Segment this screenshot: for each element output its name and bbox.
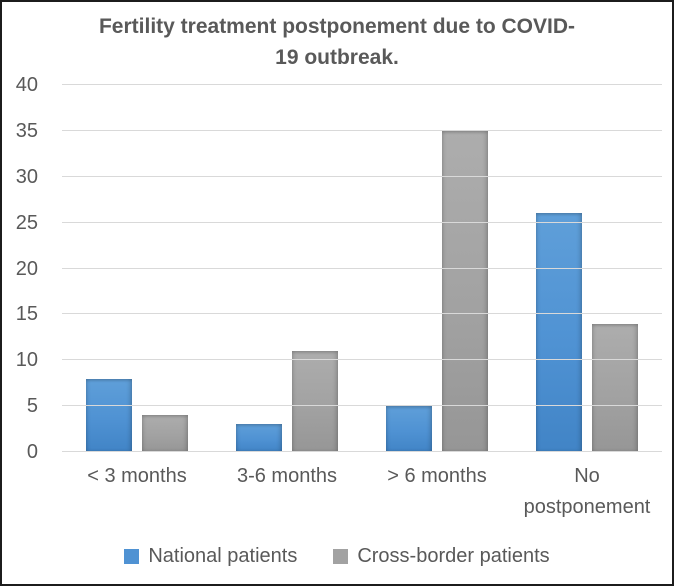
bar-group-no-postponement <box>512 85 662 452</box>
bar-national-patients-3-6-months <box>236 424 282 452</box>
x-axis-label-3-months: < 3 months <box>62 461 212 523</box>
bar-group-6-months <box>362 85 512 452</box>
bar-national-patients-3-months <box>86 378 132 452</box>
legend-swatch-icon <box>333 549 349 564</box>
y-axis-tick-label: 30 <box>15 165 38 188</box>
x-axis-label-no-postponement: No postponement <box>512 461 662 523</box>
gridline <box>62 405 662 407</box>
legend-swatch-icon <box>124 549 140 564</box>
x-axis-label-text: 3-6 months <box>236 465 338 487</box>
bar-cross-border-patients-6-months <box>442 130 488 452</box>
gridline <box>62 129 662 131</box>
x-axis-label-text: > 6 months <box>387 465 487 487</box>
gridline <box>62 359 662 361</box>
y-axis: 0 5 10 15 20 25 30 35 40 <box>2 74 48 463</box>
bar-national-patients-no-postponement <box>536 213 582 452</box>
legend-label: National patients <box>148 545 298 567</box>
bar-group-3-months <box>62 85 212 452</box>
y-axis-tick-label: 35 <box>15 119 38 142</box>
y-axis-tick-label: 0 <box>26 441 38 463</box>
bar-cross-border-patients-3-months <box>142 415 188 452</box>
gridline <box>62 313 662 315</box>
gridline <box>62 84 662 85</box>
legend-label: Cross-border patients <box>357 545 550 567</box>
x-axis-label-6-months: > 6 months <box>362 461 512 523</box>
gridline <box>62 221 662 223</box>
gridline <box>62 451 662 452</box>
bar-cross-border-patients-no-postponement <box>592 323 638 452</box>
bar-cross-border-patients-3-6-months <box>292 351 338 452</box>
bar-groups <box>62 85 662 452</box>
gridline <box>62 267 662 269</box>
gridline <box>62 175 662 177</box>
chart-title-text: Fertility treatment postponement due to … <box>98 15 576 69</box>
y-axis-tick-label: 15 <box>15 303 38 326</box>
x-axis-label-3-6-months: 3-6 months <box>212 461 362 523</box>
x-axis-label-text: No postponement <box>523 465 651 518</box>
legend: National patients Cross-border patients <box>2 545 672 568</box>
bar-group-3-6-months <box>212 85 362 452</box>
y-axis-tick-label: 40 <box>15 74 38 96</box>
chart-title: Fertility treatment postponement due to … <box>2 11 672 73</box>
y-axis-tick-label: 20 <box>15 257 38 280</box>
y-axis-tick-label: 10 <box>15 349 38 372</box>
legend-item-cross-border-patients: Cross-border patients <box>333 545 550 568</box>
bar-national-patients-6-months <box>386 406 432 452</box>
plot-area <box>62 84 662 452</box>
x-axis: < 3 months 3-6 months > 6 months No postpon… <box>62 461 662 523</box>
legend-item-national-patients: National patients <box>124 545 297 568</box>
y-axis-tick-label: 5 <box>26 395 38 418</box>
x-axis-label-text: < 3 months <box>87 465 187 487</box>
y-axis-tick-label: 25 <box>15 211 38 234</box>
